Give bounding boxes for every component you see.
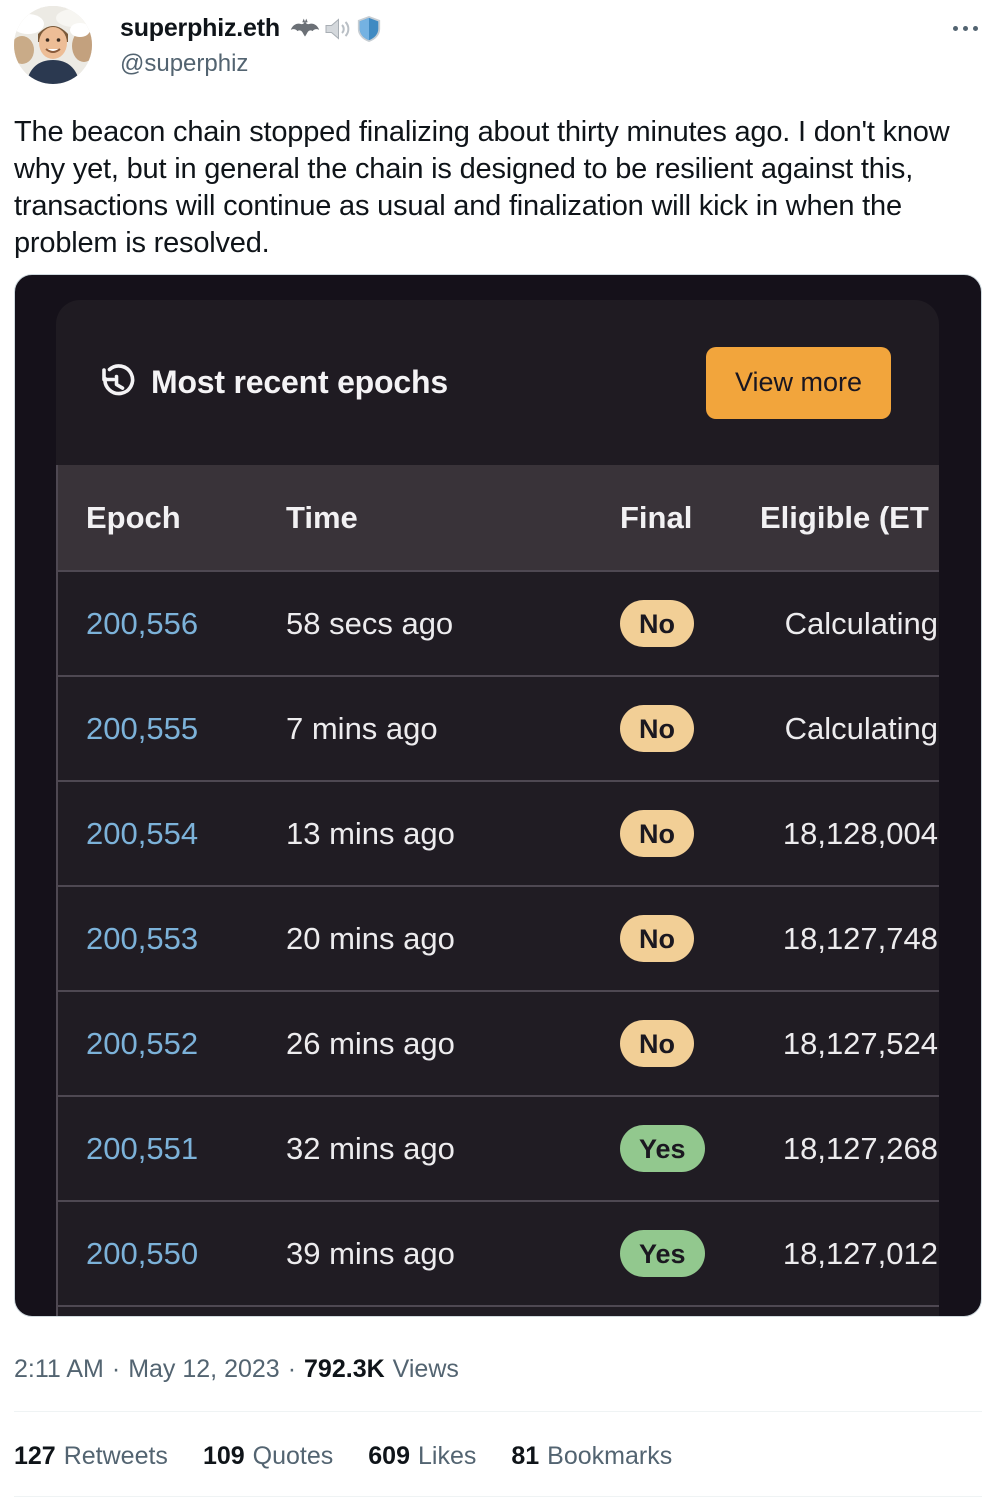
final-badge: Yes [620, 1230, 705, 1277]
epoch-link[interactable]: 200,554 [86, 815, 199, 851]
timestamp[interactable]: 2:11 AM · May 12, 2023 · 792.3K Views [14, 1355, 982, 1384]
views-count: 792.3K [304, 1355, 385, 1383]
table-row: 200,551 32 mins ago Yes 18,127,268 [56, 1095, 939, 1200]
date-text: May 12, 2023 [128, 1355, 280, 1383]
epoch-time: 20 mins ago [286, 920, 455, 956]
author-block: superphiz.eth [120, 6, 382, 78]
embedded-image[interactable]: Most recent epochs View more Epoch Time … [14, 274, 982, 1317]
eligible-value: 18,127,268 [782, 1130, 938, 1166]
shield-emoji-icon [356, 15, 382, 43]
epoch-time: 26 mins ago [286, 1025, 455, 1061]
eligible-value: 18,127,012 [782, 1235, 938, 1271]
tweet-header: superphiz.eth [14, 6, 982, 84]
tweet-text: The beacon chain stopped finalizing abou… [14, 116, 950, 259]
retweets-count: 127 [14, 1442, 56, 1470]
more-options-icon [973, 26, 978, 31]
likes-label: Likes [417, 1442, 477, 1470]
final-badge: Yes [620, 1125, 705, 1172]
more-options-icon [963, 26, 968, 31]
epoch-link[interactable]: 200,552 [86, 1025, 199, 1061]
more-options-button[interactable] [949, 22, 982, 35]
final-badge: No [620, 1020, 694, 1067]
stats-row: 127 Retweets 109 Quotes 609 Likes 81 Boo… [14, 1412, 982, 1471]
epoch-time: 58 secs ago [286, 605, 454, 641]
eligible-value: 18,128,004 [782, 815, 938, 851]
avatar[interactable] [14, 6, 92, 84]
epoch-link[interactable]: 200,551 [86, 1130, 199, 1166]
author-badges [290, 15, 382, 43]
time-text: 2:11 AM [14, 1355, 104, 1383]
eligible-value: Calculating [784, 605, 938, 641]
quotes-count: 109 [202, 1442, 245, 1470]
divider [14, 1496, 982, 1497]
epoch-time: 39 mins ago [286, 1235, 455, 1271]
final-badge: No [620, 915, 694, 962]
bookmarks-stat[interactable]: 81 Bookmarks [511, 1442, 672, 1471]
tweet-detail-page: superphiz.eth [0, 6, 996, 1510]
history-icon [96, 363, 136, 403]
epoch-link[interactable]: 200,555 [86, 710, 199, 746]
table-row-partial [56, 1305, 939, 1316]
table-row: 200,550 39 mins ago Yes 18,127,012 [56, 1200, 939, 1305]
eligible-value: Calculating [784, 710, 938, 746]
epochs-table: Epoch Time Final Eligible (ET 200,556 58… [56, 465, 939, 1316]
separator-dot: · [111, 1355, 121, 1383]
epoch-link[interactable]: 200,556 [86, 605, 199, 641]
more-options-icon [953, 26, 958, 31]
table-body: 200,556 58 secs ago No Calculating 200,5… [56, 570, 939, 1305]
epoch-time: 32 mins ago [286, 1130, 455, 1166]
bookmarks-count: 81 [511, 1442, 540, 1470]
table-row: 200,555 7 mins ago No Calculating [56, 675, 939, 780]
views-label: Views [392, 1355, 459, 1383]
epochs-panel: Most recent epochs View more Epoch Time … [56, 300, 939, 1316]
eligible-value: 18,127,524 [782, 1025, 938, 1061]
column-header-eligible: Eligible (ET [760, 499, 929, 535]
table-row: 200,553 20 mins ago No 18,127,748 [56, 885, 939, 990]
author-name[interactable]: superphiz.eth [120, 14, 280, 42]
column-header-epoch: Epoch [86, 499, 181, 535]
speaker-emoji-icon [324, 17, 352, 41]
final-badge: No [620, 810, 694, 857]
panel-header: Most recent epochs View more [56, 300, 939, 465]
column-header-final: Final [620, 499, 693, 535]
likes-count: 609 [368, 1442, 410, 1470]
table-row: 200,554 13 mins ago No 18,128,004 [56, 780, 939, 885]
eligible-value: 18,127,748 [782, 920, 938, 956]
separator-dot: · [287, 1355, 297, 1383]
retweets-label: Retweets [63, 1442, 168, 1470]
epoch-link[interactable]: 200,553 [86, 920, 199, 956]
bat-emoji-icon [290, 18, 320, 40]
quotes-label: Quotes [252, 1442, 334, 1470]
epoch-time: 13 mins ago [286, 815, 455, 851]
divider [14, 1411, 982, 1412]
panel-title: Most recent epochs [151, 364, 448, 400]
likes-stat[interactable]: 609 Likes [368, 1442, 476, 1471]
author-handle: @superphiz [120, 50, 249, 77]
bookmarks-label: Bookmarks [547, 1442, 673, 1470]
final-badge: No [620, 705, 694, 752]
retweets-stat[interactable]: 127 Retweets [14, 1442, 168, 1471]
epoch-time: 7 mins ago [286, 710, 438, 746]
table-row: 200,556 58 secs ago No Calculating [56, 570, 939, 675]
table-row: 200,552 26 mins ago No 18,127,524 [56, 990, 939, 1095]
epoch-link[interactable]: 200,550 [86, 1235, 199, 1271]
quotes-stat[interactable]: 109 Quotes [203, 1442, 333, 1471]
view-more-button[interactable]: View more [705, 346, 891, 419]
table-header-row: Epoch Time Final Eligible (ET [56, 465, 939, 570]
column-header-time: Time [286, 499, 358, 535]
final-badge: No [620, 600, 694, 647]
